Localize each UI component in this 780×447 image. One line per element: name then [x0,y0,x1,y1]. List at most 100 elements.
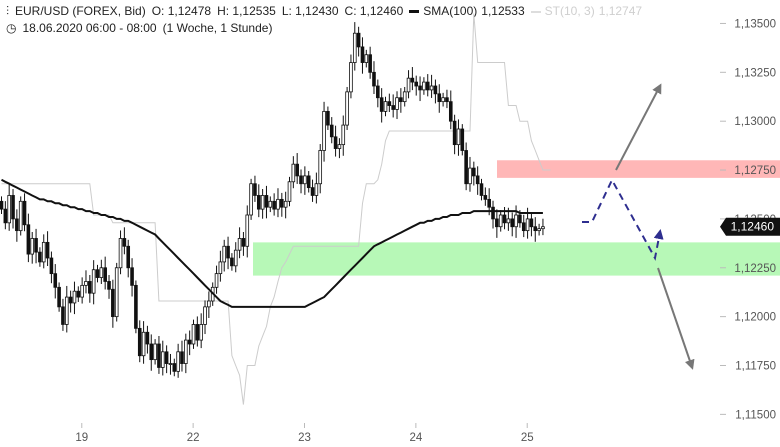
candle [352,22,357,71]
candle [399,88,403,113]
candle [395,91,399,120]
candle [3,201,8,230]
candle [425,74,430,97]
candle [387,93,392,112]
candle [452,114,457,155]
candle [184,333,188,374]
forecast-down-arrow [657,267,695,370]
candle [491,200,495,229]
candle [433,79,438,104]
candle [283,191,288,219]
candle [406,70,411,99]
x-tick-label: 24 [409,432,422,444]
candle [176,343,180,378]
candle [345,86,349,130]
candle [49,251,54,284]
candle [253,175,257,202]
sma-series [1,178,543,308]
candle [510,212,515,237]
x-axis: 19 22 23 24 25 [75,423,534,444]
instrument-name: EUR/USD (FOREX, Bid) [15,4,146,18]
candle [199,313,203,349]
candle [337,138,342,159]
candle [295,153,299,184]
candle [379,88,384,123]
y-tick: 1,11750 [720,361,776,373]
candle [249,178,253,220]
candle [57,282,61,312]
y-tick-label: 1,12250 [734,263,776,275]
candle [314,172,319,204]
candle [107,275,111,299]
y-tick-label: 1,13000 [734,116,776,128]
candle [134,280,138,334]
candle [464,142,468,191]
y-tick-label: 1,11750 [735,361,776,373]
candle [322,101,326,162]
st-value: 1,12747 [598,4,643,18]
forecast-up-arrow [615,83,662,171]
candle [149,334,154,371]
candle [541,218,545,236]
candle [53,264,58,299]
x-tick: 25 [521,423,534,444]
candle [34,228,38,264]
candle [11,189,15,229]
candle [122,227,127,255]
y-tick-label: 1,11500 [735,409,776,421]
sma-line [1,178,543,308]
price-tag-label: 1,12460 [731,220,775,234]
support-zone [253,242,780,276]
candle [529,212,534,237]
chart-subheader: ◷ 18.06.2020 06:00 - 08:00 (1 Woche, 1 Stu… [6,21,278,35]
sma-label: SMA(100) [423,4,478,18]
y-tick: 1,12000 [720,312,776,324]
candle [99,259,104,284]
candle [88,275,92,303]
candle [80,277,84,304]
candle [103,256,107,290]
candle [475,166,480,195]
x-tick-label: 25 [521,432,534,444]
candle [203,300,207,335]
candle [64,285,69,333]
candle [26,213,31,263]
candle [391,94,395,118]
candle [349,54,353,99]
candle [61,298,65,331]
candle [22,193,27,232]
current-price-tag: 1,12460 [720,217,780,236]
candle [145,325,150,354]
candle [276,188,280,218]
candle [479,178,484,201]
y-tick-label: 1,13500 [734,18,776,30]
candle [157,335,161,374]
candle [456,119,461,156]
candle [111,279,115,328]
candle [114,262,119,322]
price-tag-bg [720,217,780,236]
y-tick-label: 1,13250 [734,67,776,79]
candle [164,345,169,374]
y-tick-label: 1,12750 [734,165,776,177]
x-tick: 22 [187,423,200,444]
y-tick: 1,13500 [720,18,776,30]
candle [364,49,369,68]
candle [130,258,134,297]
candle [141,321,146,364]
candle [468,156,472,192]
candle [68,290,73,313]
chart-header: ⫶ EUR/USD (FOREX, Bid) O: 1,12478 H: 1,1253… [6,4,648,19]
candle [264,185,269,219]
candle [180,340,184,372]
candle [356,26,361,57]
candle [537,223,541,236]
candle [422,77,426,95]
zones [253,160,780,276]
candle [260,189,265,219]
sma-swatch [409,10,420,14]
candle [226,236,230,270]
forecast-arrows [582,83,695,370]
candle [383,96,388,117]
